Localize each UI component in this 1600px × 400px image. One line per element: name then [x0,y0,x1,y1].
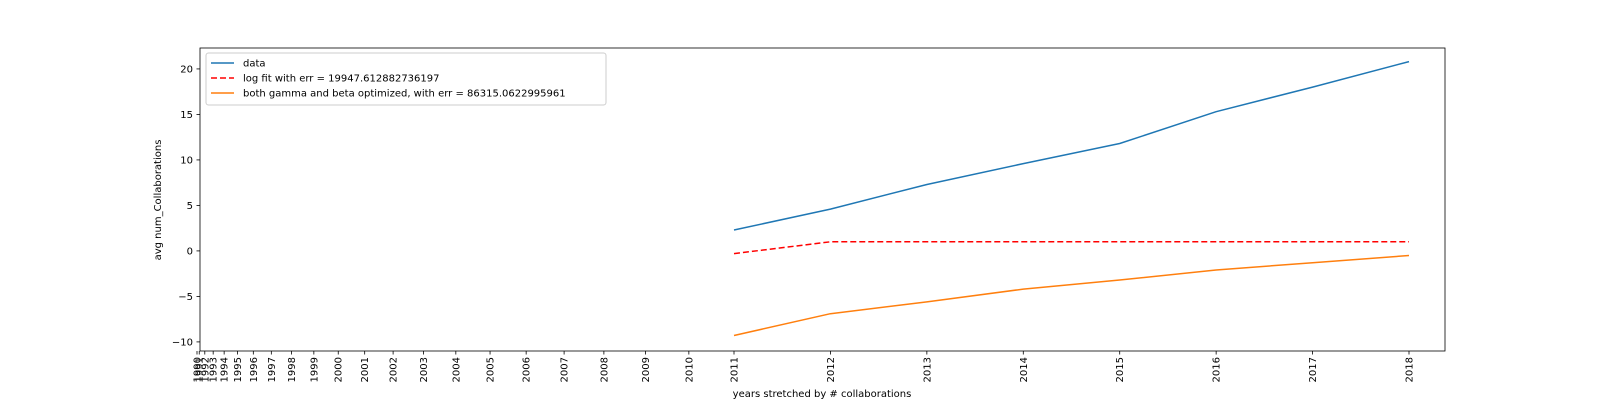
legend-label: data [243,59,266,70]
x-tick-label: 1990 [193,357,204,382]
y-tick-label: 20 [180,64,193,75]
x-tick-label: 1998 [287,357,298,382]
legend-label: both gamma and beta optimized, with err … [243,89,566,100]
plot-frame [199,47,1446,352]
x-tick-label: 1994 [220,357,231,382]
series-line-1 [733,241,1409,255]
series-line-0 [733,60,1410,231]
x-tick-label: 2008 [599,357,610,382]
x-tick-label: 2009 [641,357,652,382]
x-tick-label: 2003 [419,357,430,382]
x-tick-label: 2011 [730,357,741,382]
x-tick-label: 2006 [522,357,533,382]
series-line-2 [733,254,1410,337]
x-tick-label: 1993 [209,357,220,382]
x-tick-label: 2002 [389,357,400,382]
x-tick-label: 2017 [1308,357,1319,382]
x-tick-label: 2012 [826,357,837,382]
x-tick-label: 1992 [200,357,211,382]
x-tick-label: 2001 [360,357,371,382]
x-tick-label: 2018 [1405,357,1416,382]
x-tick-label: 1999 [309,357,320,382]
legend: data log fit with err = 19947.61288273619… [205,52,607,106]
x-tick-label: 1991 [195,357,206,382]
x-tick-label: 1995 [233,357,244,382]
x-tick-label: 2010 [684,357,695,382]
y-tick-label: 5 [187,201,193,212]
y-axis: −10 −5 0 5 10 15 20 [172,64,200,348]
x-tick-label: 2004 [451,357,462,382]
x-tick-label: 2000 [334,357,345,382]
series-layer [733,60,1410,337]
legend-label: log fit with err = 19947.612882736197 [243,74,440,85]
x-axis-label: years stretched by # collaborations [733,389,912,400]
x-tick-label: 2016 [1212,357,1223,382]
x-tick-label: 2005 [486,357,497,382]
y-tick-label: −5 [178,292,193,303]
y-tick-label: 15 [180,110,193,121]
y-tick-label: 10 [180,155,193,166]
legend-box [205,52,607,106]
x-tick-label: 2013 [922,357,933,382]
x-tick-label: 1997 [267,357,278,382]
y-tick-label: −10 [172,337,193,348]
y-axis-label: avg num_Collaborations [153,140,164,261]
x-tick-label: 1996 [249,357,260,382]
x-tick-label: 2015 [1115,357,1126,382]
x-tick-label: 2014 [1019,357,1030,382]
y-tick-label: 0 [187,246,193,257]
x-tick-label: 2007 [560,357,571,382]
